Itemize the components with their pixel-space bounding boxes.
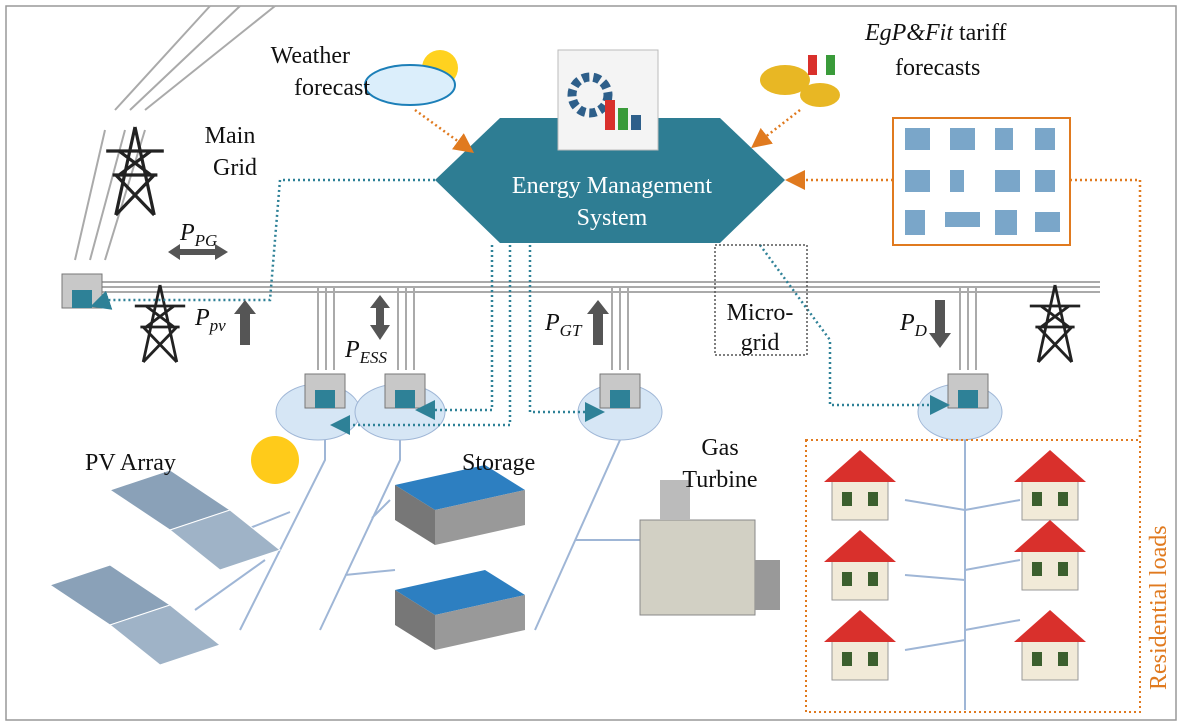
text: pv (209, 316, 227, 335)
text: grid (741, 330, 780, 356)
text: PG (194, 231, 218, 250)
bus (61, 273, 1100, 364)
label: Residential loads (1146, 525, 1172, 690)
storage: Storage (395, 450, 535, 650)
microgrid-label: Micro-grid (727, 300, 794, 356)
gas-turbine: Gas Turbine (639, 435, 780, 616)
text: Energy Management (512, 173, 712, 199)
text: System (577, 205, 648, 231)
feeders (194, 439, 1021, 710)
weather: Weather forecast (271, 43, 475, 153)
text: P (544, 310, 560, 336)
pv: PV Array (49, 436, 299, 666)
text: EgP&Fit (864, 20, 954, 46)
frame (5, 5, 1177, 721)
svg-text:PESS: PESS (344, 337, 388, 367)
label: Gas (701, 435, 738, 461)
text: Grid (213, 155, 257, 181)
label: PV Array (85, 450, 176, 476)
svg-text:PGT: PGT (544, 310, 583, 340)
text: forecasts (895, 55, 980, 81)
tariff-label: EgP&Fit tariff forecasts (864, 20, 1007, 81)
text: D (914, 321, 928, 340)
text: P (179, 220, 195, 246)
ems-links (90, 178, 950, 435)
text: Micro- (727, 300, 794, 326)
grid-wires (74, 5, 276, 261)
svg-text:PD: PD (899, 310, 928, 340)
svg-text:Ppv: Ppv (194, 305, 226, 335)
residential: Residential loads (805, 439, 1172, 713)
text: P (344, 337, 360, 363)
meters (275, 373, 1003, 441)
label: forecast (294, 75, 370, 101)
label: Turbine (682, 467, 757, 493)
label: Storage (462, 450, 535, 476)
main-grid-label: Main Grid (205, 123, 257, 181)
svg-text:PPG: PPG (179, 220, 217, 250)
text: GT (560, 321, 583, 340)
text: tariff (953, 20, 1007, 46)
drops (317, 287, 977, 370)
label: Weather (271, 43, 350, 69)
text: ESS (359, 348, 388, 367)
ems: Energy Management System (435, 49, 785, 243)
text: Main (205, 123, 256, 149)
ems-label: Energy Management System (512, 173, 712, 231)
appliances (785, 117, 1142, 440)
tariff: EgP&Fit tariff forecasts (751, 20, 1007, 149)
power-flows: PPG Ppv PESS PGT PD (168, 220, 951, 367)
text: P (194, 305, 210, 331)
text: P (899, 310, 915, 336)
